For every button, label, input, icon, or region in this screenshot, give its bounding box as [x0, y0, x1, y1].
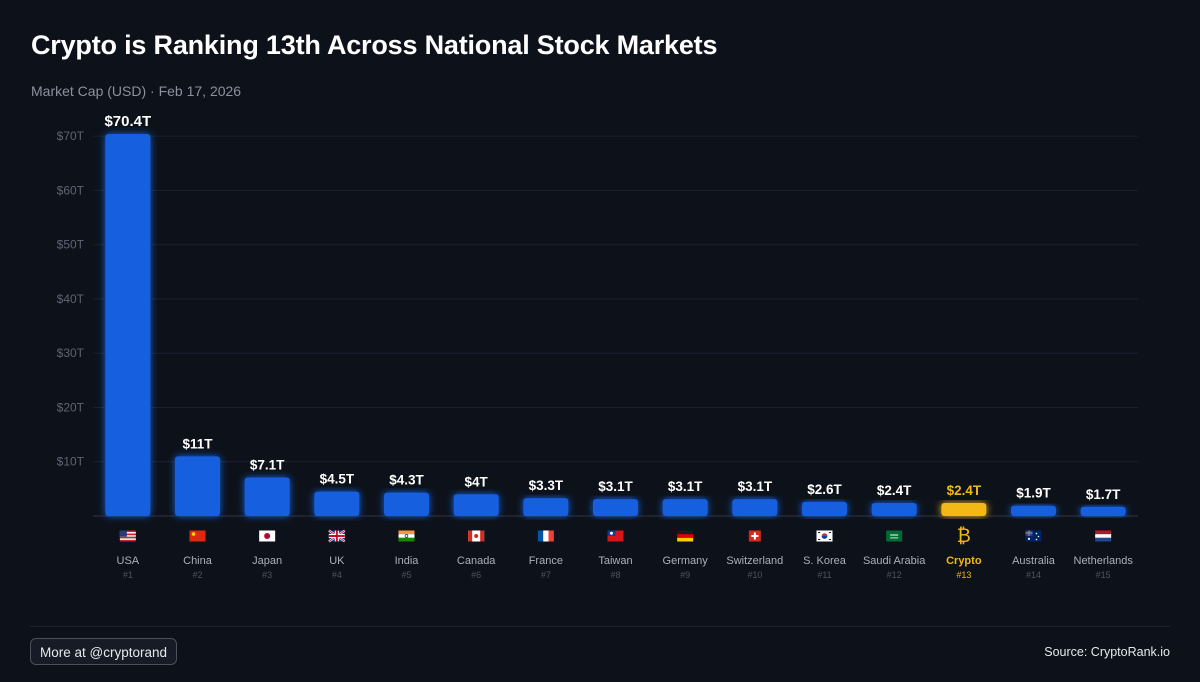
value-label: $2.6T	[807, 482, 842, 497]
rank-label: #8	[610, 570, 620, 580]
bar-s-korea[interactable]	[802, 501, 847, 516]
chart-title: Crypto is Ranking 13th Across National S…	[31, 30, 718, 60]
source-label: Source: CryptoRank.io	[1044, 645, 1170, 659]
x-tick-label: S. Korea	[803, 555, 847, 567]
x-tick-label: USA	[117, 555, 140, 567]
x-tick-label: Saudi Arabia	[863, 555, 926, 567]
y-tick-label: $70T	[57, 129, 85, 143]
x-tick-label: Australia	[1012, 555, 1056, 567]
bar-india[interactable]	[384, 492, 429, 516]
value-label: $4T	[465, 474, 489, 489]
rank-label: #14	[1026, 570, 1041, 580]
footer-divider	[30, 626, 1170, 627]
rank-label: #5	[401, 570, 411, 580]
x-tick-label: Germany	[663, 555, 709, 567]
value-label: $4.3T	[389, 473, 424, 488]
x-tick-label: UK	[329, 555, 345, 567]
value-label: $1.9T	[1016, 486, 1051, 501]
chart-subtitle: Market Cap (USD) · Feb 17, 2026	[31, 83, 242, 99]
rank-label: #1	[123, 570, 133, 580]
bar-chart: $10T $20T $30T $40T $50T $60T $70T $70.4T USA #1 $…	[57, 113, 1138, 580]
value-label: $70.4T	[104, 113, 151, 130]
flag-canada-icon	[468, 530, 485, 542]
value-label: $3.3T	[529, 478, 564, 493]
x-tick-label: Netherlands	[1074, 555, 1134, 567]
bar-saudi-arabia[interactable]	[871, 502, 917, 516]
x-tick-label: Crypto	[946, 555, 982, 567]
bar-france[interactable]	[523, 498, 569, 516]
flag-taiwan-icon	[607, 530, 624, 542]
bar-usa[interactable]	[105, 134, 151, 516]
bar-netherlands[interactable]	[1080, 506, 1126, 516]
bar-china[interactable]	[175, 456, 220, 516]
bar-uk[interactable]	[314, 491, 360, 516]
value-label: $4.5T	[320, 472, 355, 487]
bar-canada[interactable]	[453, 494, 499, 516]
bitcoin-icon: ₿	[957, 525, 971, 547]
y-tick-label: $30T	[57, 346, 85, 360]
flag-usa-icon	[119, 530, 136, 542]
value-label: $2.4T	[877, 483, 912, 498]
flag-china-icon	[189, 530, 206, 542]
x-tick-label: France	[529, 555, 563, 567]
flag-south-korea-icon	[816, 530, 833, 542]
x-tick-label: Canada	[457, 555, 496, 567]
x-tick-label: Japan	[252, 555, 282, 567]
bar-taiwan[interactable]	[593, 499, 638, 516]
value-label: $3.1T	[668, 479, 703, 494]
flag-uk-icon	[328, 529, 346, 543]
flag-australia-icon	[1025, 530, 1042, 542]
rank-label: #13	[956, 570, 971, 580]
y-tick-label: $40T	[57, 292, 85, 306]
value-label: $11T	[182, 436, 213, 451]
y-tick-label: $60T	[57, 183, 85, 197]
rank-label: #4	[332, 570, 342, 580]
value-label: $7.1T	[250, 457, 285, 472]
rank-label: #15	[1096, 570, 1111, 580]
bar-germany[interactable]	[662, 499, 708, 516]
value-label: $3.1T	[598, 479, 633, 494]
x-tick-label: India	[395, 555, 420, 567]
y-tick-label: $10T	[57, 455, 85, 469]
value-label: $1.7T	[1086, 487, 1121, 502]
more-at-cryptorand-button[interactable]: More at @cryptorand	[30, 638, 177, 665]
flag-india-icon	[398, 530, 415, 542]
rank-label: #12	[887, 570, 902, 580]
x-tick-label: Switzerland	[726, 555, 783, 567]
bar-crypto[interactable]	[941, 502, 987, 516]
rank-label: #10	[747, 570, 762, 580]
x-tick-label: China	[183, 555, 213, 567]
bar-australia[interactable]	[1011, 505, 1056, 516]
bar-switzerland[interactable]	[732, 499, 778, 516]
flag-germany-icon	[677, 530, 694, 542]
rank-label: #11	[817, 570, 831, 580]
rank-label: #2	[192, 570, 202, 580]
y-tick-label: $20T	[57, 400, 85, 414]
flag-netherlands-icon	[1095, 530, 1112, 542]
rank-label: #3	[262, 570, 272, 580]
flag-japan-icon	[259, 530, 276, 542]
rank-label: #6	[471, 570, 481, 580]
flag-france-icon	[537, 530, 554, 542]
value-label: $3.1T	[738, 479, 773, 494]
rank-label: #9	[680, 570, 690, 580]
bar-japan[interactable]	[244, 477, 290, 516]
flag-switzerland-icon	[748, 530, 761, 542]
y-tick-label: $50T	[57, 238, 85, 252]
value-label: $2.4T	[947, 483, 982, 498]
x-tick-label: Taiwan	[598, 555, 632, 567]
flag-saudi-arabia-icon	[886, 530, 903, 542]
rank-label: #7	[541, 570, 551, 580]
